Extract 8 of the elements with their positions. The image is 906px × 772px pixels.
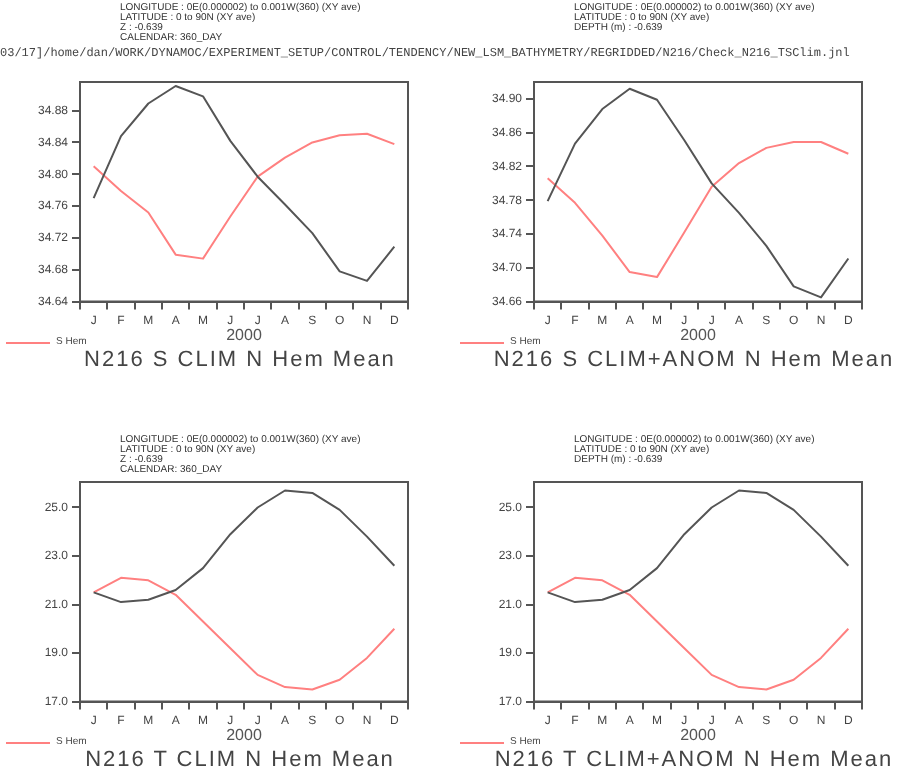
x-axis-title: 2000 <box>680 726 716 744</box>
text: N216 T CLIM+ANOM N Hem Mean <box>492 748 896 772</box>
text: N216 S CLIM+ANOM N Hem Mean <box>491 348 897 372</box>
text: N216 T CLIM N Hem Mean <box>83 748 397 772</box>
x-axis-title: 2000 <box>226 726 262 744</box>
text: N216 S CLIM N Hem Mean <box>82 348 398 372</box>
x-axis-title: 2000 <box>226 326 262 344</box>
x-axis-title: 2000 <box>680 326 716 344</box>
